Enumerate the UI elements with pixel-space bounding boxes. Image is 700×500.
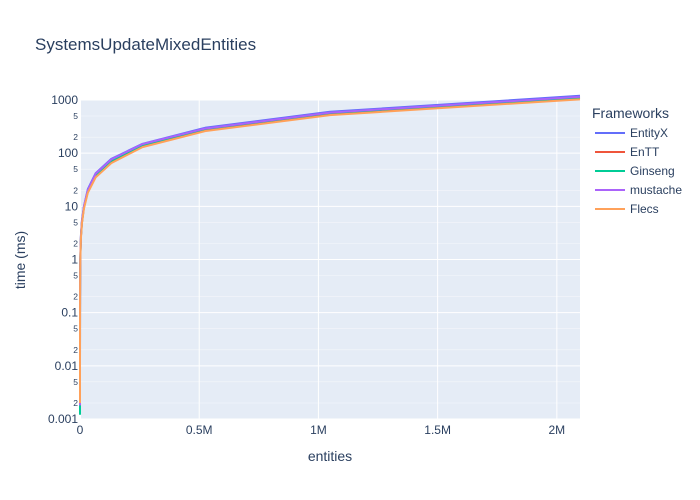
y-minor-tick-label: 2 — [73, 238, 78, 248]
y-minor-tick-label: 2 — [73, 398, 78, 408]
x-tick-label: 1M — [310, 423, 327, 437]
y-minor-tick-label: 2 — [73, 185, 78, 195]
legend-label: Flecs — [630, 202, 659, 216]
y-tick-label: 0.001 — [48, 412, 78, 426]
y-minor-tick-label: 5 — [73, 324, 78, 334]
legend-label: EntityX — [630, 126, 668, 140]
y-tick-label: 10 — [65, 199, 79, 213]
series-line-flecs[interactable] — [79, 98, 581, 403]
y-tick-label: 1 — [71, 253, 78, 267]
legend[interactable]: Frameworks EntityX EnTT Ginseng mustache Fle… — [592, 105, 682, 216]
legend-label: mustache — [630, 183, 682, 197]
x-tick-label: 1.5M — [424, 423, 451, 437]
x-tick-label: 2M — [549, 423, 566, 437]
y-axis-label: time (ms) — [12, 231, 28, 289]
legend-label: Ginseng — [630, 164, 675, 178]
y-tick-labels: 0.001 0.01 0.1 1 10 100 1000 2 5 2 5 2 5 2 5 2 5 2 5 — [48, 93, 78, 426]
chart-title: SystemsUpdateMixedEntities — [35, 35, 256, 54]
legend-label: EnTT — [630, 145, 660, 159]
y-tick-label: 0.1 — [61, 306, 78, 320]
x-tick-label: 0.5M — [186, 423, 213, 437]
legend-item-entt[interactable]: EnTT — [595, 145, 660, 159]
y-tick-label: 1000 — [51, 93, 78, 107]
legend-title: Frameworks — [592, 105, 669, 121]
y-minor-tick-label: 2 — [73, 292, 78, 302]
y-minor-tick-label: 5 — [73, 377, 78, 387]
y-minor-tick-label: 2 — [73, 132, 78, 142]
y-minor-tick-label: 5 — [73, 217, 78, 227]
y-tick-label: 0.01 — [55, 359, 79, 373]
y-tick-label: 100 — [58, 146, 78, 160]
x-tick-label: 0 — [77, 423, 84, 437]
legend-item-ginseng[interactable]: Ginseng — [595, 164, 675, 178]
grid-layer — [79, 99, 580, 420]
y-minor-tick-label: 5 — [73, 111, 78, 121]
legend-item-mustache[interactable]: mustache — [595, 183, 682, 197]
series-layer — [79, 94, 581, 415]
x-tick-labels: 0 0.5M 1M 1.5M 2M — [77, 423, 566, 437]
y-minor-tick-label: 2 — [73, 345, 78, 355]
y-minor-tick-label: 5 — [73, 271, 78, 281]
legend-item-flecs[interactable]: Flecs — [595, 202, 659, 216]
legend-item-entityx[interactable]: EntityX — [595, 126, 668, 140]
x-axis-label: entities — [308, 448, 352, 464]
y-minor-tick-label: 5 — [73, 164, 78, 174]
